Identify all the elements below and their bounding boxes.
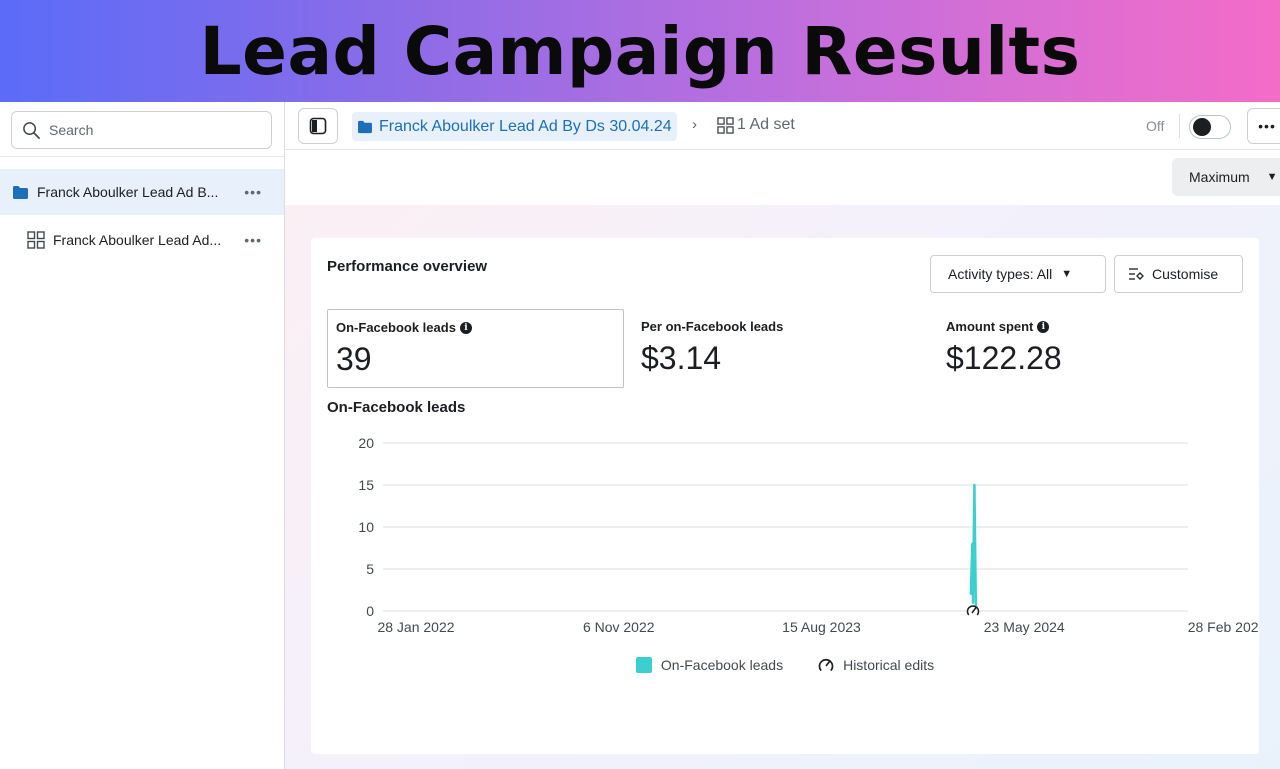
sidebar-item-more-button[interactable]: ••• (244, 184, 262, 200)
metric-label: Per on-Facebook leads (641, 319, 784, 334)
x-tick-label: 23 May 2024 (984, 619, 1065, 635)
metric-value: $122.28 (946, 340, 1062, 376)
metric-value: 39 (336, 341, 372, 377)
data-point (971, 543, 974, 545)
chart-legend: On-Facebook leads Historical edits (311, 656, 1259, 674)
x-tick-label: 15 Aug 2023 (782, 619, 861, 635)
metric-label: On-Facebook leads (336, 320, 456, 335)
more-options-button[interactable]: ••• (1247, 108, 1280, 144)
metric-label: Amount spent (946, 319, 1034, 334)
folder-icon (358, 120, 372, 133)
metric-amount-spent[interactable]: Amount spent i $122.28 (938, 309, 1238, 388)
activity-types-dropdown[interactable]: Activity types: All ▼ (930, 255, 1106, 293)
legend-swatch (635, 657, 652, 673)
y-tick-label: 15 (358, 477, 374, 493)
grid-icon (27, 231, 45, 249)
x-tick-label: 28 Feb 2025 (1188, 619, 1259, 635)
legend-item-series[interactable]: On-Facebook leads (635, 656, 784, 674)
toggle-sidebar-button[interactable] (298, 108, 338, 144)
search-icon (23, 121, 40, 139)
info-icon[interactable]: i (1037, 320, 1050, 333)
data-point (970, 593, 972, 595)
sidebar-item-label: Franck Aboulker Lead Ad B... (37, 184, 219, 200)
series-line (969, 483, 978, 612)
search-input[interactable]: Search (11, 111, 272, 149)
customise-label: Customise (1152, 266, 1219, 282)
attribution-dropdown[interactable]: Maximum ▼ (1172, 158, 1280, 196)
sidebar: Search Franck Aboulker Lead Ad B... ••• … (0, 102, 285, 769)
metric-value: $3.14 (641, 340, 722, 376)
caret-down-icon: ▼ (1266, 171, 1278, 183)
campaign-on-off-toggle[interactable] (1189, 115, 1231, 139)
y-tick-label: 20 (358, 435, 374, 451)
historical-edit-marker-needle (971, 607, 977, 614)
breadcrumb-campaign[interactable]: Franck Aboulker Lead Ad By Ds 30.04.24 (352, 112, 677, 141)
data-point (972, 601, 974, 604)
caret-down-icon: ▼ (1061, 268, 1073, 280)
legend-series-label: On-Facebook leads (660, 657, 784, 673)
y-tick-label: 0 (366, 603, 374, 619)
breadcrumb-adset-label: 1 Ad set (737, 116, 795, 133)
attribution-label: Maximum (1189, 169, 1250, 185)
y-tick-label: 10 (358, 519, 374, 535)
sidebar-item-label: Franck Aboulker Lead Ad... (53, 232, 222, 248)
performance-overview-card: Performance overview Activity types: All… (311, 238, 1259, 754)
sub-bar: Maximum ▼ (285, 150, 1280, 205)
customise-icon (1129, 268, 1144, 280)
sidebar-divider (0, 156, 285, 157)
sidebar-item-campaign[interactable]: Franck Aboulker Lead Ad B... ••• (0, 169, 284, 215)
info-icon[interactable]: i (459, 321, 472, 334)
grid-icon (717, 116, 734, 134)
sidebar-item-more-button[interactable]: ••• (244, 232, 262, 248)
card-title: Performance overview (327, 258, 488, 275)
divider (1179, 114, 1180, 138)
activity-types-label: Activity types: All (948, 266, 1053, 282)
legend-item-historical-edits[interactable]: Historical edits (817, 656, 934, 674)
x-tick-label: 6 Nov 2022 (583, 619, 655, 635)
toggle-knob (1193, 118, 1211, 136)
search-placeholder: Search (49, 122, 94, 138)
y-tick-label: 5 (366, 561, 374, 577)
chart-title: On-Facebook leads (327, 399, 466, 416)
customise-button[interactable]: Customise (1114, 255, 1243, 293)
toggle-status-label: Off (1146, 118, 1165, 134)
data-point (973, 484, 976, 486)
breadcrumb-adset[interactable]: 1 Ad set (717, 116, 795, 134)
sidebar-item-adset[interactable]: Franck Aboulker Lead Ad... ••• (0, 217, 284, 263)
metric-on-facebook-leads[interactable]: On-Facebook leads i 39 (327, 309, 624, 388)
breadcrumb-campaign-label: Franck Aboulker Lead Ad By Ds 30.04.24 (379, 117, 672, 135)
folder-icon (11, 183, 29, 201)
historical-edit-icon (818, 658, 834, 672)
top-bar: Franck Aboulker Lead Ad By Ds 30.04.24 ›… (285, 102, 1280, 150)
metric-per-on-facebook-leads[interactable]: Per on-Facebook leads $3.14 (633, 309, 923, 388)
leads-line-chart: 0 5 10 15 20 28 Jan 2022 6 Nov 2022 15 Aug 2023… (358, 435, 1259, 635)
chevron-right-icon: › (692, 116, 697, 133)
legend-edits-label: Historical edits (843, 657, 935, 673)
banner-title: Lead Campaign Results (199, 12, 1081, 90)
sidebar-panel-icon (309, 117, 327, 135)
x-tick-label: 28 Jan 2022 (377, 619, 454, 635)
historical-edit-marker (966, 605, 980, 616)
banner: Lead Campaign Results (0, 0, 1280, 102)
